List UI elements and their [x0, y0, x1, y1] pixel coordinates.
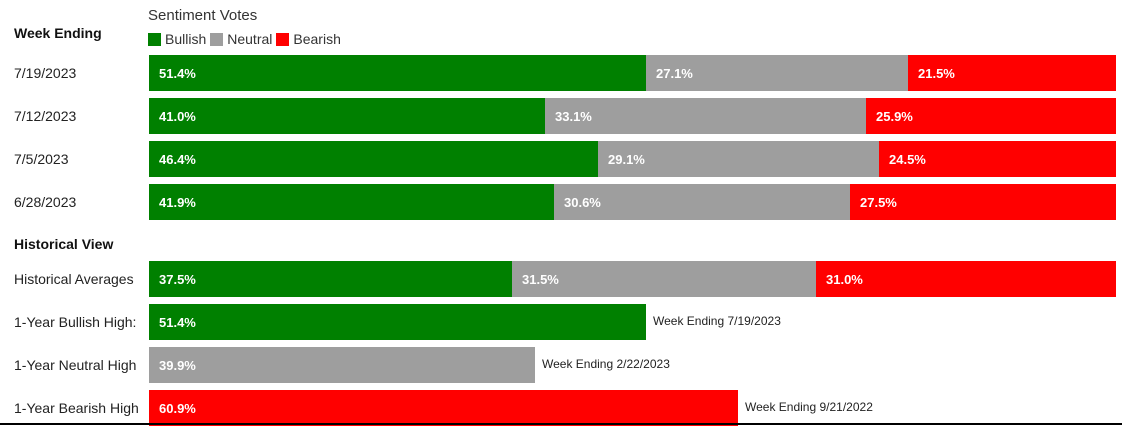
bottom-rule: [0, 423, 1122, 425]
row-label-bullish-high: 1-Year Bullish High:: [14, 314, 137, 330]
legend-item-neutral: Neutral: [210, 31, 272, 47]
note-neutral-high: Week Ending 2/22/2023: [542, 357, 670, 371]
bar-week-3: 46.4% 29.1% 24.5%: [149, 141, 1116, 177]
bar-segment-neutral-week-3: [598, 141, 879, 177]
note-bullish-high: Week Ending 7/19/2023: [653, 314, 781, 328]
bar-segment-neutral-week-4: [554, 184, 850, 220]
legend-label-bearish: Bearish: [293, 31, 341, 47]
bar-segment-neutral-week-1: [646, 55, 908, 91]
bar-bullish-high: 51.4%: [149, 304, 1116, 340]
bar-segment-bullish-week-2: [149, 98, 545, 134]
row-label-week-2: 7/12/2023: [14, 108, 77, 124]
data-label-bearish-week-3: 24.5%: [889, 151, 926, 167]
row-label-bearish-high: 1-Year Bearish High: [14, 400, 139, 416]
data-label-bearish-high: 60.9%: [159, 400, 196, 416]
legend-item-bullish: Bullish: [148, 31, 206, 47]
bar-segment-bearish-week-4: [850, 184, 1116, 220]
data-label-bullish-week-3: 46.4%: [159, 151, 196, 167]
data-label-neutral-week-2: 33.1%: [555, 108, 592, 124]
row-label-week-3: 7/5/2023: [14, 151, 69, 167]
legend: Bullish Neutral Bearish: [148, 31, 345, 47]
data-label-bullish-week-4: 41.9%: [159, 194, 196, 210]
legend-item-bearish: Bearish: [276, 31, 341, 47]
bar-segment-neutral-week-2: [545, 98, 866, 134]
bar-segment-bullish-high: [149, 304, 646, 340]
bar-segment-neutral-historical-averages: [512, 261, 816, 297]
week-ending-header: Week Ending: [14, 25, 102, 41]
data-label-bearish-week-1: 21.5%: [918, 65, 955, 81]
bar-segment-bullish-historical-averages: [149, 261, 512, 297]
bar-week-2: 41.0% 33.1% 25.9%: [149, 98, 1116, 134]
row-label-week-4: 6/28/2023: [14, 194, 77, 210]
legend-swatch-bullish: [148, 32, 161, 46]
bar-bearish-high: 60.9%: [149, 390, 1116, 426]
data-label-neutral-week-3: 29.1%: [608, 151, 645, 167]
data-label-bearish-week-2: 25.9%: [876, 108, 913, 124]
note-bearish-high: Week Ending 9/21/2022: [745, 400, 873, 414]
bar-segment-bearish-week-3: [879, 141, 1116, 177]
legend-swatch-bearish: [276, 32, 290, 46]
legend-label-neutral: Neutral: [227, 31, 273, 47]
historical-view-header: Historical View: [14, 236, 114, 252]
data-label-bearish-historical-averages: 31.0%: [826, 271, 863, 287]
bar-segment-bearish-week-2: [866, 98, 1116, 134]
bar-segment-neutral-high: [149, 347, 535, 383]
row-label-historical-averages: Historical Averages: [14, 271, 134, 287]
bar-historical-averages: 37.5% 31.5% 31.0%: [149, 261, 1116, 297]
bar-segment-bullish-week-4: [149, 184, 554, 220]
bar-week-1: 51.4% 27.1% 21.5%: [149, 55, 1116, 91]
row-label-week-1: 7/19/2023: [14, 65, 77, 81]
bar-segment-bearish-historical-averages: [816, 261, 1116, 297]
bar-segment-bearish-week-1: [908, 55, 1116, 91]
bar-neutral-high: 39.9%: [149, 347, 1116, 383]
bar-segment-bullish-week-3: [149, 141, 598, 177]
data-label-bullish-week-2: 41.0%: [159, 108, 196, 124]
data-label-bullish-historical-averages: 37.5%: [159, 271, 196, 287]
bar-segment-bullish-week-1: [149, 55, 646, 91]
data-label-bullish-week-1: 51.4%: [159, 65, 196, 81]
legend-label-bullish: Bullish: [165, 31, 207, 47]
data-label-neutral-historical-averages: 31.5%: [522, 271, 559, 287]
data-label-neutral-week-4: 30.6%: [564, 194, 601, 210]
row-label-neutral-high: 1-Year Neutral High: [14, 357, 137, 373]
bar-segment-bearish-high: [149, 390, 738, 426]
data-label-bearish-week-4: 27.5%: [860, 194, 897, 210]
chart-title: Sentiment Votes: [148, 7, 258, 24]
bar-week-4: 41.9% 30.6% 27.5%: [149, 184, 1116, 220]
data-label-bullish-high: 51.4%: [159, 314, 196, 330]
legend-swatch-neutral: [210, 32, 224, 46]
data-label-neutral-high: 39.9%: [159, 357, 196, 373]
data-label-neutral-week-1: 27.1%: [656, 65, 693, 81]
